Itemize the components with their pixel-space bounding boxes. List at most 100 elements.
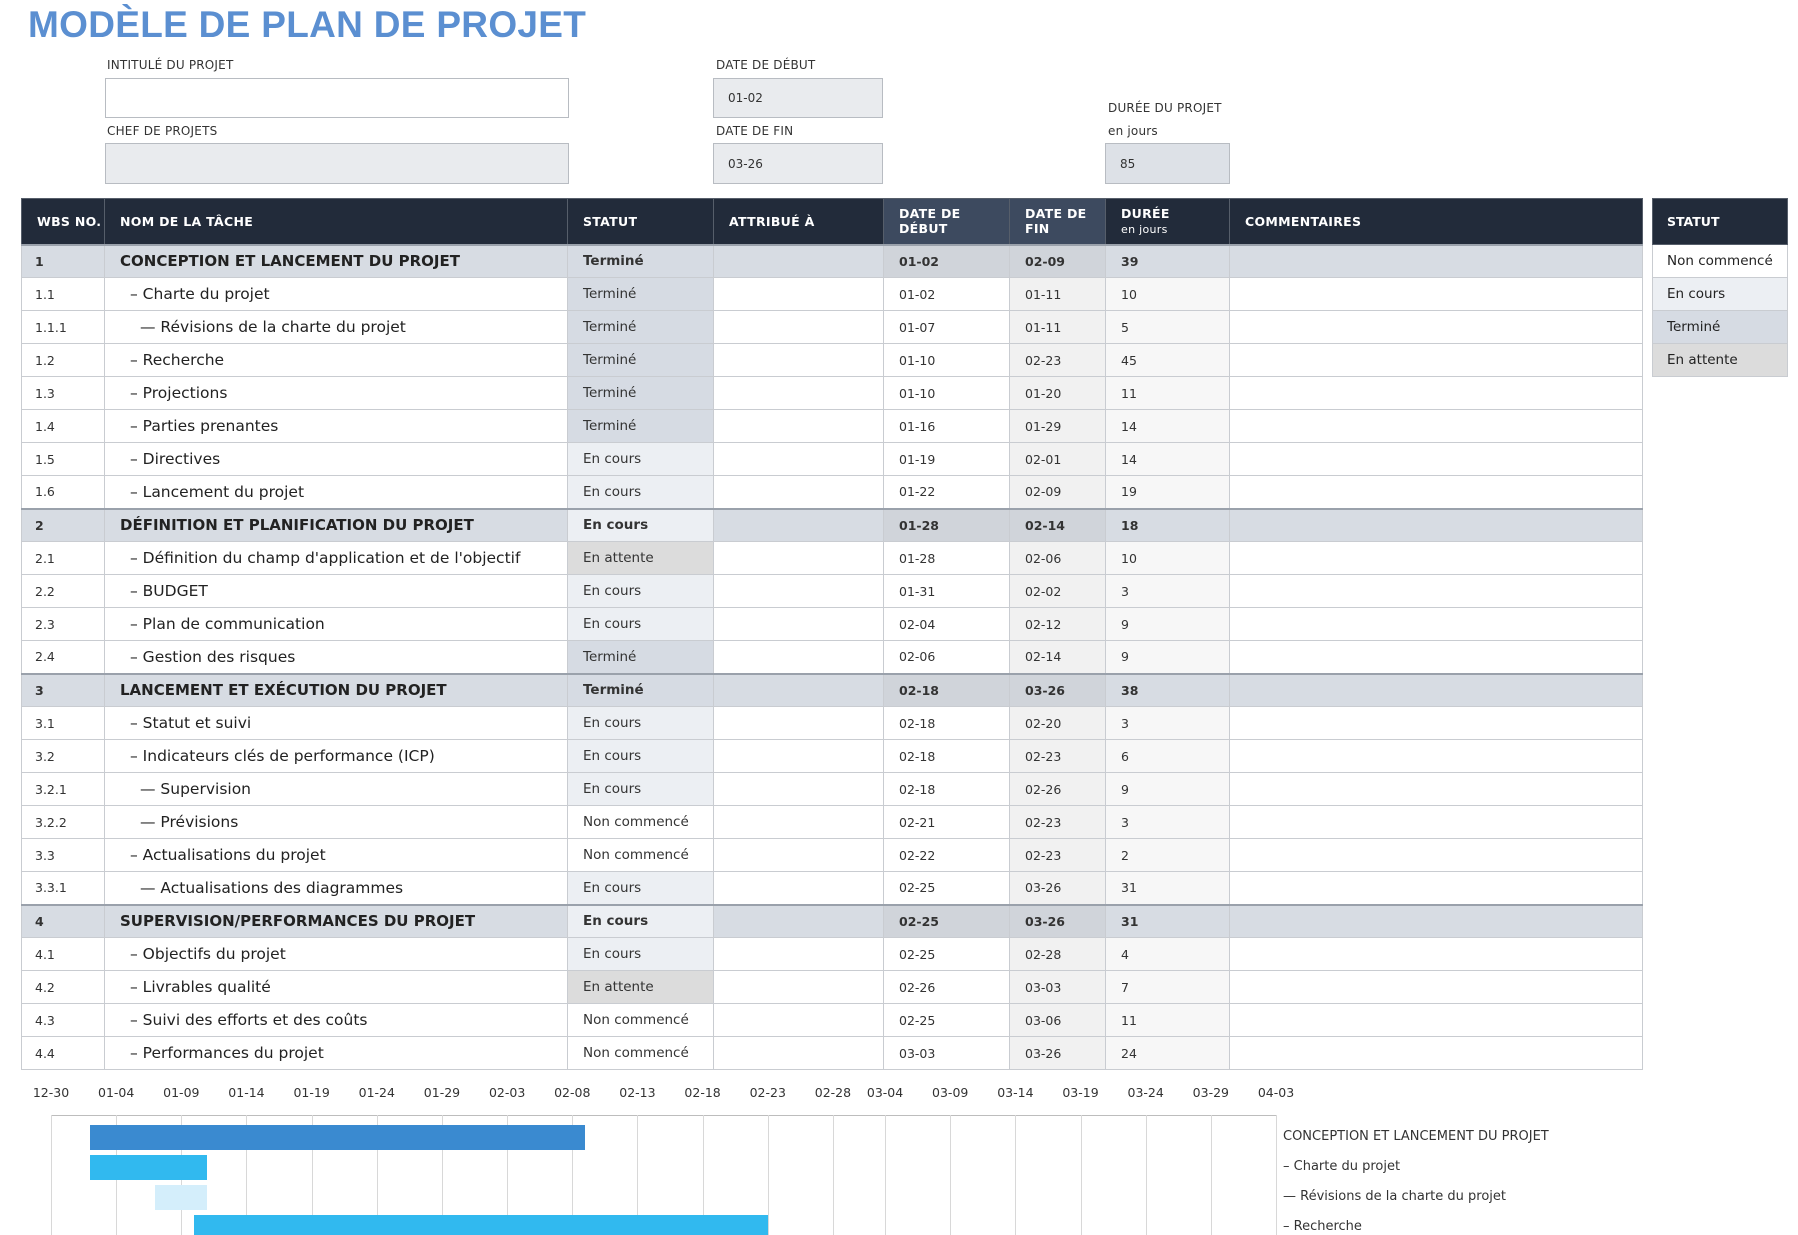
assigned-cell[interactable]: [713, 871, 884, 905]
status-cell[interactable]: Terminé: [567, 672, 714, 707]
end-date-cell[interactable]: 01-11: [1009, 310, 1106, 344]
status-cell[interactable]: En cours: [567, 507, 714, 542]
end-date-cell[interactable]: 03-26: [1009, 871, 1106, 905]
assigned-cell[interactable]: [713, 1036, 884, 1070]
task-name-cell[interactable]: – Lancement du projet: [104, 475, 568, 509]
comments-cell[interactable]: [1229, 739, 1643, 773]
start-date-cell[interactable]: 02-04: [883, 607, 1010, 641]
start-date-cell[interactable]: 01-02: [883, 277, 1010, 311]
task-name-cell[interactable]: — Actualisations des diagrammes: [104, 871, 568, 905]
wbs-cell[interactable]: 2: [21, 507, 105, 542]
start-date-cell[interactable]: 01-22: [883, 475, 1010, 509]
start-date-cell[interactable]: 01-28: [883, 541, 1010, 575]
start-date-cell[interactable]: 02-18: [883, 706, 1010, 740]
assigned-cell[interactable]: [713, 541, 884, 575]
comments-cell[interactable]: [1229, 1036, 1643, 1070]
wbs-cell[interactable]: 4.2: [21, 970, 105, 1004]
duration-cell[interactable]: 39: [1105, 243, 1230, 278]
start-date-cell[interactable]: 02-22: [883, 838, 1010, 872]
wbs-cell[interactable]: 2.4: [21, 640, 105, 674]
comments-cell[interactable]: [1229, 937, 1643, 971]
wbs-cell[interactable]: 1: [21, 243, 105, 278]
task-name-cell[interactable]: – BUDGET: [104, 574, 568, 608]
start-date-cell[interactable]: 02-26: [883, 970, 1010, 1004]
assigned-cell[interactable]: [713, 805, 884, 839]
comments-cell[interactable]: [1229, 772, 1643, 806]
duration-cell[interactable]: 24: [1105, 1036, 1230, 1070]
status-cell[interactable]: En cours: [567, 772, 714, 806]
wbs-cell[interactable]: 3.3.1: [21, 871, 105, 905]
wbs-cell[interactable]: 2.2: [21, 574, 105, 608]
duration-cell[interactable]: 4: [1105, 937, 1230, 971]
wbs-cell[interactable]: 1.4: [21, 409, 105, 443]
comments-cell[interactable]: [1229, 640, 1643, 674]
end-date-cell[interactable]: 02-09: [1009, 475, 1106, 509]
task-name-cell[interactable]: DÉFINITION ET PLANIFICATION DU PROJET: [104, 507, 568, 542]
assigned-cell[interactable]: [713, 376, 884, 410]
end-date-cell[interactable]: 02-09: [1009, 243, 1106, 278]
end-date-cell[interactable]: 03-26: [1009, 903, 1106, 938]
wbs-cell[interactable]: 3.2.2: [21, 805, 105, 839]
wbs-cell[interactable]: 1.1.1: [21, 310, 105, 344]
task-name-cell[interactable]: – Plan de communication: [104, 607, 568, 641]
task-name-cell[interactable]: – Projections: [104, 376, 568, 410]
end-date-cell[interactable]: 01-11: [1009, 277, 1106, 311]
task-name-cell[interactable]: – Performances du projet: [104, 1036, 568, 1070]
comments-cell[interactable]: [1229, 574, 1643, 608]
task-name-cell[interactable]: – Charte du projet: [104, 277, 568, 311]
assigned-cell[interactable]: [713, 475, 884, 509]
task-name-cell[interactable]: — Révisions de la charte du projet: [104, 310, 568, 344]
end-date-cell[interactable]: 02-06: [1009, 541, 1106, 575]
status-cell[interactable]: Non commencé: [567, 1036, 714, 1070]
task-name-cell[interactable]: — Prévisions: [104, 805, 568, 839]
task-name-cell[interactable]: – Définition du champ d'application et d…: [104, 541, 568, 575]
end-date-cell[interactable]: 02-23: [1009, 805, 1106, 839]
start-date-cell[interactable]: 02-25: [883, 1003, 1010, 1037]
duration-cell[interactable]: 10: [1105, 277, 1230, 311]
status-cell[interactable]: Non commencé: [567, 1003, 714, 1037]
wbs-cell[interactable]: 3.2.1: [21, 772, 105, 806]
project-title-field[interactable]: [105, 78, 569, 118]
comments-cell[interactable]: [1229, 805, 1643, 839]
comments-cell[interactable]: [1229, 442, 1643, 476]
task-name-cell[interactable]: – Directives: [104, 442, 568, 476]
duration-cell[interactable]: 31: [1105, 903, 1230, 938]
start-date-cell[interactable]: 01-10: [883, 343, 1010, 377]
end-date-cell[interactable]: 01-29: [1009, 409, 1106, 443]
status-cell[interactable]: Terminé: [567, 277, 714, 311]
wbs-cell[interactable]: 3.1: [21, 706, 105, 740]
duration-cell[interactable]: 14: [1105, 409, 1230, 443]
duration-cell[interactable]: 38: [1105, 672, 1230, 707]
status-cell[interactable]: En cours: [567, 937, 714, 971]
duration-cell[interactable]: 18: [1105, 507, 1230, 542]
duration-cell[interactable]: 11: [1105, 376, 1230, 410]
comments-cell[interactable]: [1229, 376, 1643, 410]
assigned-cell[interactable]: [713, 442, 884, 476]
status-cell[interactable]: En attente: [567, 970, 714, 1004]
status-cell[interactable]: En cours: [567, 871, 714, 905]
comments-cell[interactable]: [1229, 343, 1643, 377]
comments-cell[interactable]: [1229, 970, 1643, 1004]
status-cell[interactable]: En cours: [567, 706, 714, 740]
wbs-cell[interactable]: 4.4: [21, 1036, 105, 1070]
assigned-cell[interactable]: [713, 640, 884, 674]
assigned-cell[interactable]: [713, 310, 884, 344]
duration-cell[interactable]: 3: [1105, 805, 1230, 839]
duration-cell[interactable]: 9: [1105, 640, 1230, 674]
status-cell[interactable]: En cours: [567, 574, 714, 608]
end-date-cell[interactable]: 02-23: [1009, 838, 1106, 872]
assigned-cell[interactable]: [713, 838, 884, 872]
end-date-cell[interactable]: 02-20: [1009, 706, 1106, 740]
duration-cell[interactable]: 45: [1105, 343, 1230, 377]
task-name-cell[interactable]: – Indicateurs clés de performance (ICP): [104, 739, 568, 773]
start-date-cell[interactable]: 03-03: [883, 1036, 1010, 1070]
comments-cell[interactable]: [1229, 277, 1643, 311]
assigned-cell[interactable]: [713, 243, 884, 278]
status-cell[interactable]: Non commencé: [567, 805, 714, 839]
end-date-cell[interactable]: 02-28: [1009, 937, 1106, 971]
duration-cell[interactable]: 5: [1105, 310, 1230, 344]
assigned-cell[interactable]: [713, 672, 884, 707]
wbs-cell[interactable]: 1.2: [21, 343, 105, 377]
wbs-cell[interactable]: 1.5: [21, 442, 105, 476]
status-cell[interactable]: Terminé: [567, 243, 714, 278]
